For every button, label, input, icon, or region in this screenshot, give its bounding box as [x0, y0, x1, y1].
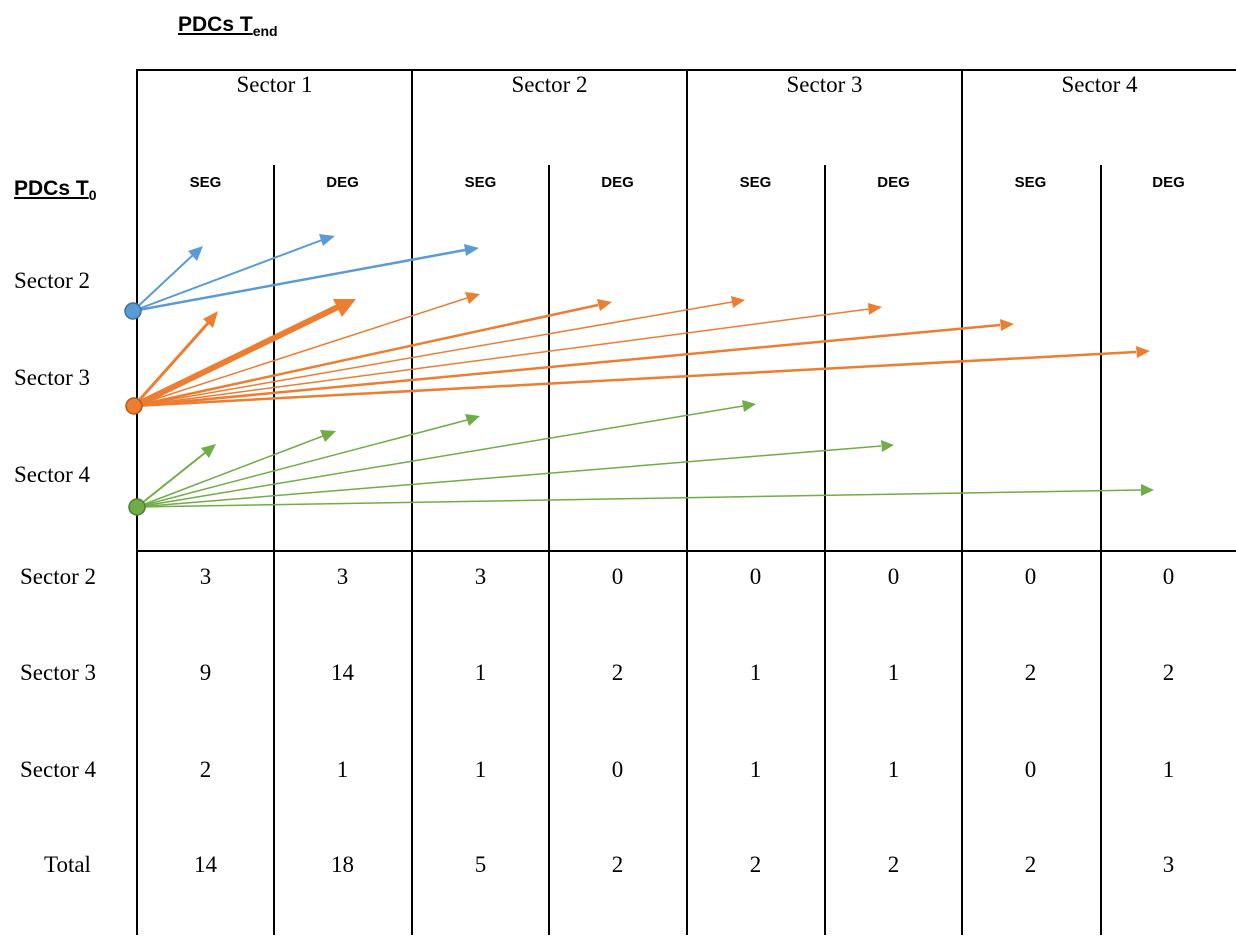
sector-3-node	[125, 397, 143, 415]
flow-arrow	[132, 244, 479, 313]
flow-arrow	[133, 346, 1150, 408]
subcol-header: SEG	[739, 174, 772, 191]
table-cell: 1	[1162, 757, 1175, 782]
sub-divider-2	[548, 165, 550, 935]
table-cell: 0	[611, 564, 624, 589]
sector-4-flows	[136, 400, 1154, 508]
sub-divider-1	[273, 165, 275, 935]
table-cell: 14	[331, 660, 354, 685]
sector-2-flows	[132, 234, 479, 313]
flow-arrow	[132, 299, 356, 409]
flow-arrow	[136, 400, 756, 508]
flow-arrow	[136, 414, 480, 508]
table-cell: 3	[336, 564, 349, 589]
row-label-sector-3: Sector 3	[20, 660, 97, 685]
flow-arrow	[132, 234, 335, 312]
origin-label-sector-4: Sector 4	[14, 462, 91, 487]
table-cell: 1	[749, 757, 762, 782]
flow-arrow	[133, 292, 480, 407]
sector-divider-2	[686, 69, 688, 935]
table-cell: 0	[611, 757, 624, 782]
table-cell: 14	[194, 852, 217, 877]
flow-arrow	[136, 484, 1154, 508]
flow-arrow	[133, 296, 745, 407]
sub-divider-3	[824, 165, 826, 935]
sector-divider-3	[961, 69, 963, 935]
origin-label-sector-3: Sector 3	[14, 365, 91, 390]
subcol-header: DEG	[877, 174, 910, 191]
flow-arrow	[133, 303, 882, 407]
table-cell: 2	[749, 852, 762, 877]
table-cell: 1	[749, 660, 762, 685]
table-cell: 2	[1162, 660, 1175, 685]
row-label-total: Total	[44, 852, 91, 877]
table-cell: 1	[474, 757, 487, 782]
sector-3-flows	[132, 292, 1150, 409]
subcol-header: SEG	[189, 174, 222, 191]
table-cell: 0	[1024, 757, 1037, 782]
sector-header-2: Sector 2	[511, 72, 588, 97]
subcol-header: DEG	[601, 174, 634, 191]
table-cell: 0	[1162, 564, 1175, 589]
table-cell: 0	[749, 564, 762, 589]
table-cell: 1	[887, 660, 900, 685]
table-cell: 3	[474, 564, 487, 589]
row-label-sector-2: Sector 2	[20, 564, 97, 589]
flow-arrow	[132, 246, 203, 312]
table-cell: 2	[611, 852, 624, 877]
flow-arrow	[136, 430, 336, 508]
row-label-sector-4: Sector 4	[20, 757, 97, 782]
table-cell: 2	[1024, 660, 1037, 685]
table-cell: 5	[474, 852, 487, 877]
flow-arrow	[136, 440, 894, 508]
table-cell: 0	[887, 564, 900, 589]
table-cell: 2	[199, 757, 212, 782]
pdcs-t0-title: PDCs T0	[14, 177, 97, 203]
sector-header-3: Sector 3	[786, 72, 863, 97]
flow-arrow	[132, 311, 218, 407]
table-cell: 3	[1162, 852, 1175, 877]
flow-arrow	[136, 444, 216, 508]
table-cell: 1	[474, 660, 487, 685]
table-cell: 1	[336, 757, 349, 782]
table-cell: 18	[331, 852, 354, 877]
sub-divider-4	[1100, 165, 1102, 935]
sector-header-4: Sector 4	[1061, 72, 1138, 97]
table-cell: 2	[887, 852, 900, 877]
pdcs-tend-title: PDCs Tend	[178, 13, 278, 39]
flow-arrow	[133, 319, 1014, 408]
origin-label-sector-2: Sector 2	[14, 268, 91, 293]
sector-4-node	[128, 498, 146, 516]
sector-2-node	[124, 302, 142, 320]
table-cell: 9	[199, 660, 212, 685]
subcol-header: SEG	[464, 174, 497, 191]
table-cell: 3	[199, 564, 212, 589]
subcol-header: SEG	[1014, 174, 1047, 191]
table-cell: 2	[611, 660, 624, 685]
table-cell: 2	[1024, 852, 1037, 877]
table-cell: 1	[887, 757, 900, 782]
table-cell: 0	[1024, 564, 1037, 589]
subcol-header: DEG	[326, 174, 359, 191]
subcol-header: DEG	[1152, 174, 1185, 191]
flow-arrow	[133, 299, 612, 408]
sector-header-1: Sector 1	[236, 72, 313, 97]
